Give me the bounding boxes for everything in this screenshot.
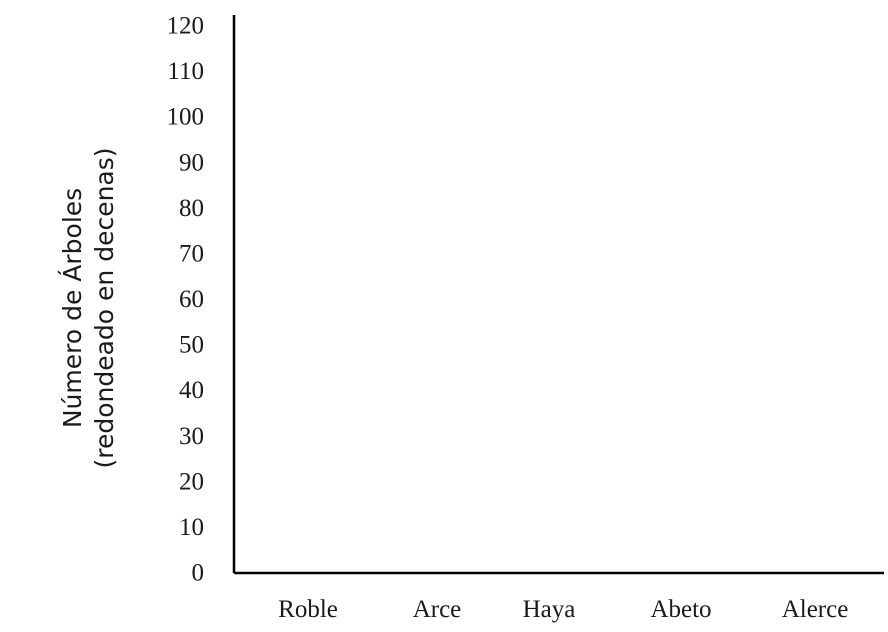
y-tick-label: 100 xyxy=(167,104,205,131)
y-axis-title: Número de Árboles (redondeado en decenas… xyxy=(58,147,119,468)
y-tick-label: 0 xyxy=(192,560,205,587)
x-tick-label-haya: Haya xyxy=(523,596,576,623)
y-tick-label: 60 xyxy=(179,286,204,313)
x-tick-label-arce: Arce xyxy=(413,596,462,623)
y-tick-label: 30 xyxy=(179,423,204,450)
x-tick-label-roble: Roble xyxy=(278,596,338,623)
y-axis-title-line-1: Número de Árboles xyxy=(58,188,87,428)
x-tick-label-alerce: Alerce xyxy=(782,596,849,623)
y-tick-label: 50 xyxy=(179,332,204,359)
x-tick-label-abeto: Abeto xyxy=(650,596,711,623)
y-tick-label: 20 xyxy=(179,468,204,495)
y-tick-label: 90 xyxy=(179,149,204,176)
y-tick-label: 120 xyxy=(167,13,205,40)
y-tick-label: 10 xyxy=(179,514,204,541)
y-axis-tick-labels: 0 10 20 30 40 50 60 70 80 90 100 110 120 xyxy=(167,13,205,587)
y-tick-label: 40 xyxy=(179,377,204,404)
y-tick-label: 110 xyxy=(167,58,204,85)
x-axis-tick-labels: Roble Arce Haya Abeto Alerce xyxy=(278,596,848,623)
y-tick-label: 70 xyxy=(179,240,204,267)
y-axis-title-line-2: (redondeado en decenas) xyxy=(90,147,119,468)
y-tick-label: 80 xyxy=(179,195,204,222)
